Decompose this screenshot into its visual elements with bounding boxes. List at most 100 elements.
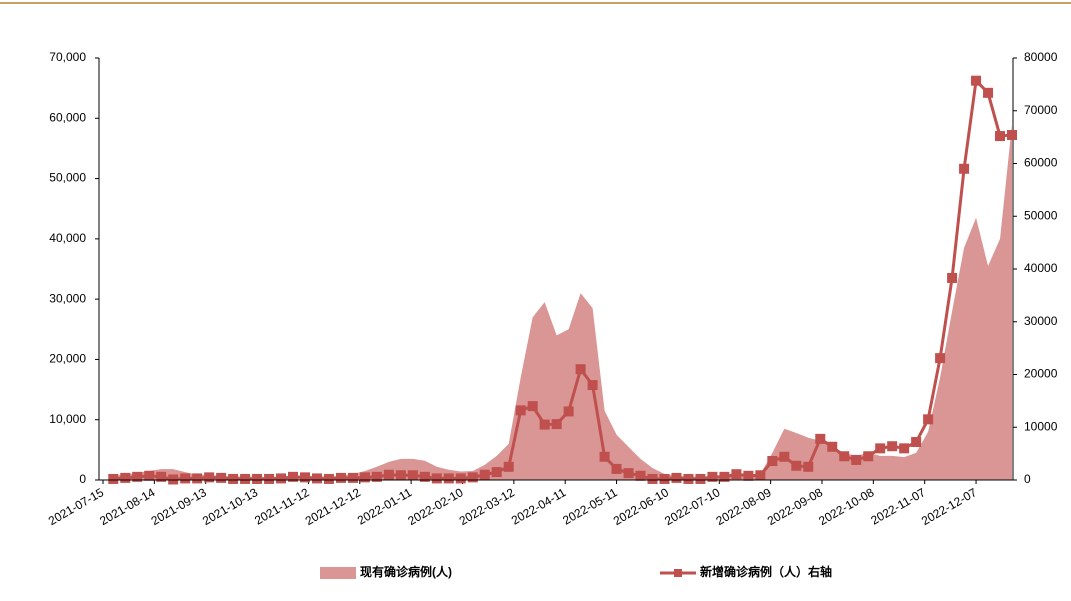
x-tick-label: 2022-07-10 bbox=[662, 485, 722, 528]
legend-marker bbox=[674, 569, 682, 577]
marker bbox=[228, 473, 239, 484]
marker bbox=[635, 470, 646, 481]
x-tick-label: 2021-10-13 bbox=[200, 485, 260, 528]
marker bbox=[359, 472, 370, 483]
marker bbox=[467, 472, 478, 483]
marker bbox=[168, 474, 179, 485]
marker bbox=[204, 472, 215, 483]
marker bbox=[935, 353, 946, 364]
marker bbox=[276, 473, 287, 484]
marker bbox=[252, 473, 263, 484]
marker bbox=[288, 471, 299, 482]
marker bbox=[431, 473, 442, 484]
y2-tick-label: 80000 bbox=[1024, 50, 1058, 64]
marker bbox=[719, 471, 730, 482]
x-tick-label: 2022-06-10 bbox=[611, 485, 671, 528]
x-tick-label: 2022-09-08 bbox=[765, 485, 825, 528]
x-tick-label: 2022-03-12 bbox=[457, 485, 517, 528]
marker bbox=[959, 163, 970, 174]
marker bbox=[515, 405, 526, 416]
marker bbox=[395, 470, 406, 481]
marker bbox=[743, 470, 754, 481]
marker bbox=[899, 443, 910, 454]
marker bbox=[887, 441, 898, 452]
marker bbox=[587, 380, 598, 391]
area bbox=[113, 124, 1013, 481]
y-tick-label: 10,000 bbox=[49, 412, 86, 426]
marker bbox=[455, 473, 466, 484]
marker bbox=[180, 473, 191, 484]
marker bbox=[995, 131, 1006, 142]
legend-label: 新增确诊病例（人）右轴 bbox=[700, 564, 832, 579]
marker bbox=[347, 472, 358, 483]
marker bbox=[551, 419, 562, 430]
marker bbox=[563, 406, 574, 417]
marker bbox=[623, 468, 634, 479]
marker bbox=[156, 471, 167, 482]
y2-tick-label: 60000 bbox=[1024, 156, 1058, 170]
y-tick-label: 60,000 bbox=[49, 110, 86, 124]
y2-tick-label: 10000 bbox=[1024, 419, 1058, 433]
marker bbox=[647, 473, 658, 484]
y2-tick-label: 50000 bbox=[1024, 208, 1058, 222]
marker bbox=[671, 472, 682, 483]
x-tick-label: 2021-09-13 bbox=[149, 485, 209, 528]
y2-tick-label: 40000 bbox=[1024, 261, 1058, 275]
y-tick-label: 20,000 bbox=[49, 352, 86, 366]
x-tick-label: 2022-04-11 bbox=[509, 485, 569, 528]
x-tick-label: 2022-10-08 bbox=[816, 485, 876, 528]
marker bbox=[851, 454, 862, 465]
x-tick-label: 2021-07-15 bbox=[46, 485, 106, 528]
marker bbox=[983, 87, 994, 98]
marker bbox=[407, 470, 418, 481]
marker bbox=[707, 471, 718, 482]
marker bbox=[971, 75, 982, 86]
marker bbox=[132, 471, 143, 482]
marker bbox=[383, 469, 394, 480]
y-tick-label: 40,000 bbox=[49, 231, 86, 245]
marker bbox=[192, 473, 203, 484]
marker bbox=[527, 401, 538, 412]
marker bbox=[611, 463, 622, 474]
marker bbox=[599, 451, 610, 462]
line bbox=[113, 77, 1013, 481]
x-tick-label: 2022-08-09 bbox=[714, 485, 774, 528]
y-tick-label: 0 bbox=[79, 472, 86, 486]
marker bbox=[503, 461, 514, 472]
marker bbox=[240, 473, 251, 484]
marker bbox=[791, 460, 802, 471]
marker bbox=[947, 272, 958, 283]
marker bbox=[815, 433, 826, 444]
legend-swatch bbox=[320, 567, 356, 579]
marker bbox=[144, 470, 155, 481]
y2-tick-label: 0 bbox=[1024, 472, 1031, 486]
marker bbox=[371, 471, 382, 482]
legend-label: 现有确诊病例(人) bbox=[360, 564, 452, 579]
marker bbox=[683, 473, 694, 484]
marker bbox=[335, 472, 346, 483]
x-tick-label: 2022-05-11 bbox=[560, 485, 620, 528]
marker bbox=[120, 472, 131, 483]
marker bbox=[803, 461, 814, 472]
marker bbox=[695, 473, 706, 484]
y2-tick-label: 30000 bbox=[1024, 314, 1058, 328]
marker bbox=[479, 469, 490, 480]
y-tick-label: 30,000 bbox=[49, 291, 86, 305]
y2-tick-label: 20000 bbox=[1024, 367, 1058, 381]
marker bbox=[875, 443, 886, 454]
x-tick-label: 2021-08-14 bbox=[97, 485, 157, 528]
marker bbox=[827, 441, 838, 452]
marker bbox=[767, 456, 778, 467]
marker bbox=[216, 472, 227, 483]
marker bbox=[923, 414, 934, 425]
marker bbox=[575, 364, 586, 375]
marker bbox=[911, 437, 922, 448]
marker bbox=[1007, 130, 1017, 141]
y-tick-label: 70,000 bbox=[49, 50, 86, 64]
y-tick-label: 50,000 bbox=[49, 171, 86, 185]
x-tick-label: 2022-11-07 bbox=[868, 485, 928, 528]
x-tick-label: 2021-12-12 bbox=[303, 485, 363, 528]
x-tick-label: 2022-02-10 bbox=[405, 485, 465, 528]
marker bbox=[311, 473, 322, 484]
